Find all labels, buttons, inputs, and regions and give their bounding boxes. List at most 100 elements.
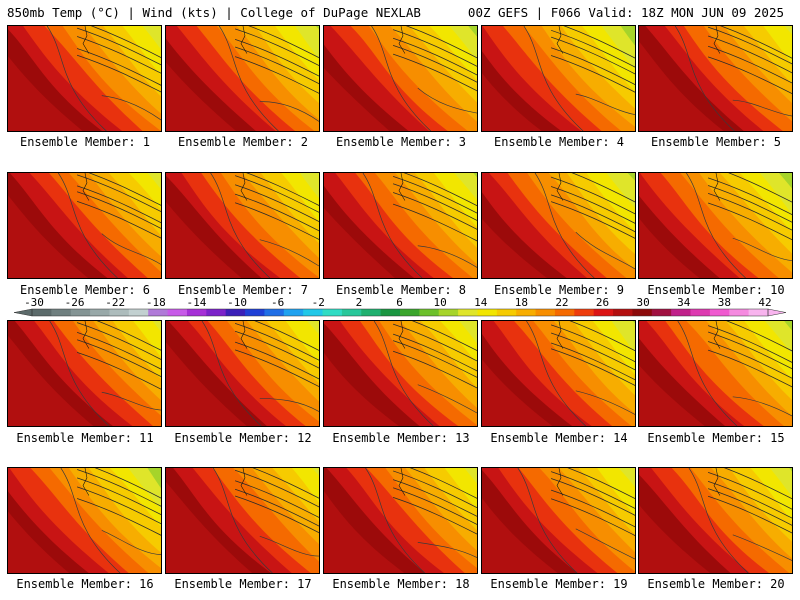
colorbar-swatch (51, 309, 72, 316)
ensemble-member-label: Ensemble Member: 1 (19, 135, 151, 149)
colorbar-swatch (496, 309, 517, 316)
ensemble-member-label: Ensemble Member: 14 (490, 431, 628, 445)
ensemble-member-map (481, 172, 636, 279)
colorbar-swatch (729, 309, 750, 316)
ensemble-member-label: Ensemble Member: 16 (16, 577, 154, 591)
ensemble-member-map (481, 25, 636, 132)
colorbar-tick-label: 14 (474, 296, 488, 309)
colorbar-tick-label: -6 (271, 296, 284, 309)
ensemble-member-map (7, 320, 162, 427)
colorbar-swatch (709, 309, 730, 316)
chart-title: 850mb Temp (°C) | Wind (kts) | College o… (7, 5, 421, 20)
colorbar-swatch (593, 309, 614, 316)
ensemble-member-map (481, 467, 636, 574)
model-run-info: 00Z GEFS | F066 Valid: 18Z MON JUN 09 20… (467, 5, 784, 20)
colorbar-swatch (109, 309, 130, 316)
colorbar-swatch (748, 309, 769, 316)
colorbar-tick-label: 38 (718, 296, 731, 309)
colorbar-swatch (554, 309, 575, 316)
ensemble-member-map (323, 320, 478, 427)
colorbar-tick-label: -22 (105, 296, 125, 309)
ensemble-member-label: Ensemble Member: 19 (490, 577, 628, 591)
ensemble-member-label: Ensemble Member: 15 (647, 431, 785, 445)
ensemble-member-label: Ensemble Member: 6 (19, 283, 151, 297)
colorbar-tick-label: -30 (24, 296, 44, 309)
colorbar-tick-label: 42 (758, 296, 771, 309)
ensemble-member-label: Ensemble Member: 20 (647, 577, 785, 591)
ensemble-member-label: Ensemble Member: 4 (493, 135, 625, 149)
ensemble-member-map (638, 467, 793, 574)
colorbar-tick-label: -26 (65, 296, 85, 309)
ensemble-member-label: Ensemble Member: 18 (332, 577, 470, 591)
colorbar-swatch (671, 309, 692, 316)
colorbar-tick-label: 30 (637, 296, 650, 309)
colorbar-swatch (419, 309, 440, 316)
ensemble-member-label: Ensemble Member: 9 (493, 283, 625, 297)
ensemble-member-map (323, 25, 478, 132)
ensemble-member-label: Ensemble Member: 12 (174, 431, 312, 445)
colorbar-swatch (167, 309, 188, 316)
ensemble-member-label: Ensemble Member: 11 (16, 431, 154, 445)
colorbar-swatch (264, 309, 285, 316)
colorbar-swatch (128, 309, 149, 316)
colorbar-swatch (225, 309, 246, 316)
ensemble-member-label: Ensemble Member: 7 (177, 283, 309, 297)
ensemble-member-label: Ensemble Member: 3 (335, 135, 467, 149)
colorbar-swatch (148, 309, 169, 316)
ensemble-member-label: Ensemble Member: 2 (177, 135, 309, 149)
colorbar-tick-label: -2 (312, 296, 325, 309)
ensemble-member-label: Ensemble Member: 17 (174, 577, 312, 591)
colorbar-swatch (380, 309, 401, 316)
colorbar-swatch (632, 309, 653, 316)
colorbar-swatch (613, 309, 633, 316)
colorbar-tick-label: 10 (433, 296, 446, 309)
colorbar-swatch (206, 309, 227, 316)
ensemble-member-map (165, 467, 320, 574)
ensemble-member-map (638, 25, 793, 132)
ensemble-member-label: Ensemble Member: 13 (332, 431, 470, 445)
ensemble-member-map (323, 467, 478, 574)
colorbar-swatch (516, 309, 537, 316)
colorbar-swatch (574, 309, 595, 316)
colorbar-swatch (400, 309, 420, 316)
colorbar-swatch (70, 309, 91, 316)
colorbar-swatch (245, 309, 265, 316)
colorbar-tick-label: 6 (396, 296, 403, 309)
colorbar-max-arrow (767, 308, 787, 317)
ensemble-member-map (7, 25, 162, 132)
colorbar-swatch (361, 309, 382, 316)
ensemble-member-map (165, 172, 320, 279)
ensemble-member-label: Ensemble Member: 10 (647, 283, 785, 297)
ensemble-member-map (7, 172, 162, 279)
colorbar-swatch (477, 309, 498, 316)
colorbar-swatch (690, 309, 711, 316)
colorbar-tick-label: 34 (677, 296, 691, 309)
ensemble-member-map (481, 320, 636, 427)
colorbar-swatch (458, 309, 478, 316)
colorbar-min-arrow (13, 308, 33, 317)
temperature-colorbar: -30 -26 -22 -18 -14 -10 -6 -2 2 6 10 14 18 22 26 30 34 38… (13, 296, 787, 317)
colorbar-swatch (438, 309, 459, 316)
colorbar-tick-label: 26 (596, 296, 609, 309)
ensemble-member-map (638, 320, 793, 427)
colorbar-swatch (322, 309, 343, 316)
colorbar-tick-label: 22 (555, 296, 568, 309)
ensemble-member-map (323, 172, 478, 279)
colorbar-swatch (283, 309, 304, 316)
colorbar-tick-label: -14 (187, 296, 207, 309)
colorbar-swatch (651, 309, 672, 316)
colorbar-swatch (535, 309, 556, 316)
ensemble-member-map (638, 172, 793, 279)
colorbar-tick-label: -10 (227, 296, 247, 309)
colorbar-tick-label: -18 (146, 296, 166, 309)
ensemble-member-map (165, 25, 320, 132)
colorbar-swatch (186, 309, 207, 316)
colorbar-swatch (90, 309, 110, 316)
ensemble-member-label: Ensemble Member: 5 (650, 135, 782, 149)
ensemble-member-map (7, 467, 162, 574)
ensemble-member-map (165, 320, 320, 427)
ensemble-member-label: Ensemble Member: 8 (335, 283, 467, 297)
colorbar-swatch (341, 309, 362, 316)
colorbar-tick-label: 18 (515, 296, 528, 309)
colorbar-swatch (32, 309, 52, 316)
